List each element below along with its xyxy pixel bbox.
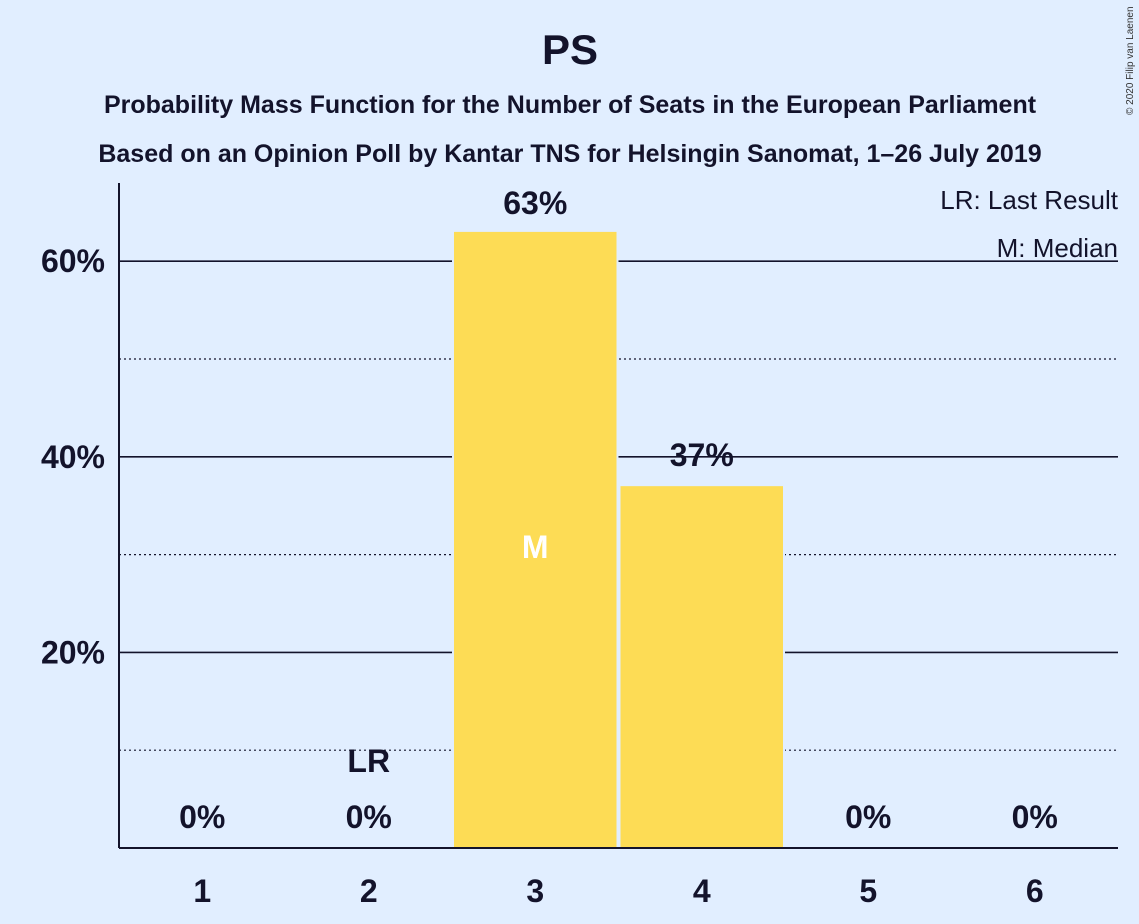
- x-tick-label-3: 3: [526, 873, 544, 909]
- value-label-2: 0%: [346, 799, 392, 835]
- legend-last-result: LR: Last Result: [940, 185, 1119, 215]
- chart-subtitle-line-1: Probability Mass Function for the Number…: [104, 91, 1037, 119]
- y-tick-label-40: 40%: [41, 439, 105, 475]
- chart-title: PS: [542, 26, 598, 73]
- value-label-6: 0%: [1012, 799, 1058, 835]
- value-label-5: 0%: [845, 799, 891, 835]
- x-tick-label-2: 2: [360, 873, 378, 909]
- value-label-4: 37%: [670, 437, 734, 473]
- axes: [118, 183, 1118, 849]
- bars-group: [452, 230, 785, 848]
- last-result-marker: LR: [347, 743, 390, 779]
- value-label-1: 0%: [179, 799, 225, 835]
- x-tick-label-5: 5: [859, 873, 877, 909]
- legend-median: M: Median: [997, 233, 1118, 263]
- x-tick-label-1: 1: [193, 873, 211, 909]
- y-tick-label-20: 20%: [41, 634, 105, 670]
- x-tick-label-4: 4: [693, 873, 711, 909]
- median-marker: M: [522, 529, 549, 565]
- labels-group: 20%40%60%1 2 3 4 5 60% 0%63%37%0% 0%LRM: [41, 185, 1058, 909]
- bar-4: [620, 486, 783, 848]
- bar-3: [454, 231, 617, 848]
- x-tick-label-6: 6: [1026, 873, 1044, 909]
- value-label-3: 63%: [503, 185, 567, 221]
- y-tick-label-60: 60%: [41, 243, 105, 279]
- chart-subtitle-line-2: Based on an Opinion Poll by Kantar TNS f…: [98, 140, 1041, 168]
- copyright-notice: © 2020 Filip van Laenen: [1125, 6, 1136, 115]
